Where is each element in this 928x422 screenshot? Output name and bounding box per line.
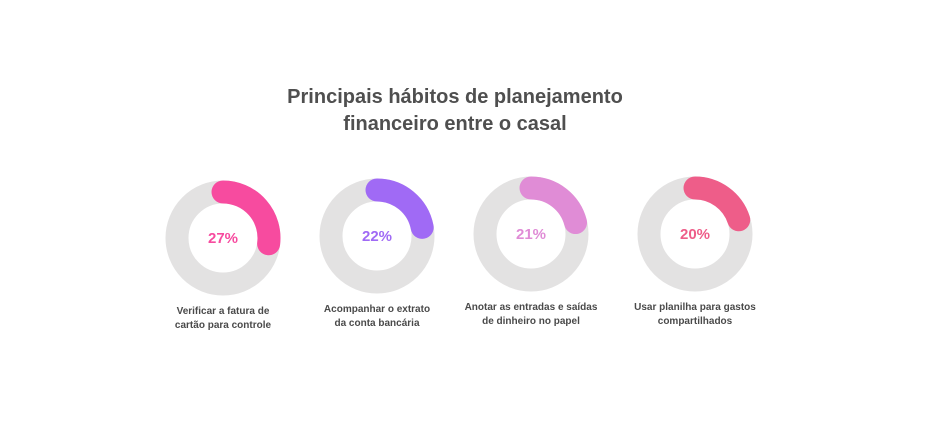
donut-chart-planilha: 20% Usar planilha para gastos compartilh… <box>610 175 780 329</box>
donut-value-label: 20% <box>680 226 710 243</box>
donut-value-arc <box>365 178 434 239</box>
donut-value-arc <box>211 180 281 256</box>
title-line-2: financeiro entre o casal <box>343 113 567 135</box>
donut-svg: 20% <box>637 176 753 292</box>
donut-chart-papel: 21% Anotar as entradas e saídas de dinhe… <box>446 175 616 329</box>
donut-value-arc <box>683 176 751 232</box>
label-line-2: da conta bancária <box>334 318 420 329</box>
label-line-1: Anotar as entradas e saídas <box>464 302 598 313</box>
label-line-2: compartilhados <box>657 316 733 327</box>
chart-category-label: Anotar as entradas e saídas de dinheiro … <box>446 301 616 329</box>
label-line-2: de dinheiro no papel <box>482 316 580 327</box>
title-line-1: Principais hábitos de planejamento <box>287 86 623 108</box>
donut-value-arc <box>519 176 588 235</box>
chart-category-label: Usar planilha para gastos compartilhados <box>610 301 780 329</box>
label-line-2: cartão para controle <box>174 320 272 331</box>
donut-value-label: 21% <box>516 226 546 243</box>
donut-svg: 21% <box>473 176 589 292</box>
donut-svg: 22% <box>319 178 435 294</box>
donut-value-label: 27% <box>208 230 238 247</box>
label-line-1: Usar planilha para gastos <box>634 302 756 313</box>
chart-category-label: Acompanhar o extrato da conta bancária <box>292 303 462 331</box>
chart-category-label: Verificar a fatura de cartão para contro… <box>138 305 308 333</box>
page-title: Principais hábitos de planejamento finan… <box>0 84 910 138</box>
label-line-1: Acompanhar o extrato <box>323 304 431 315</box>
donut-svg: 27% <box>165 180 281 296</box>
label-line-1: Verificar a fatura de <box>176 306 270 317</box>
donut-chart-extrato: 22% Acompanhar o extrato da conta bancár… <box>292 177 462 331</box>
donut-value-label: 22% <box>362 228 392 245</box>
donut-chart-fatura: 27% Verificar a fatura de cartão para co… <box>138 179 308 333</box>
